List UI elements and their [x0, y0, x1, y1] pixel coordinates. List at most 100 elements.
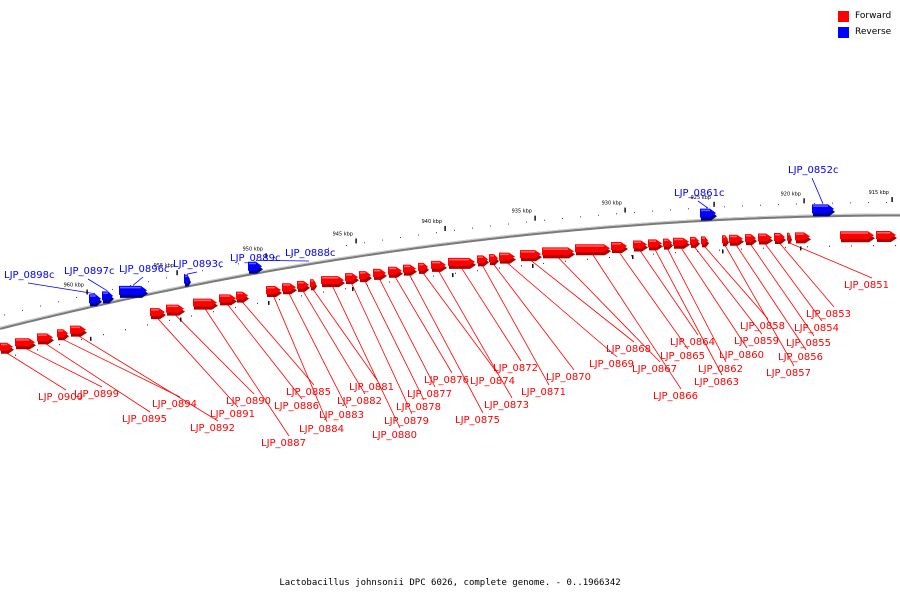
map-caption: Lactobacillus johnsonii DPC 6026, comple…: [279, 578, 621, 588]
minor-tick: [850, 202, 851, 204]
scale-tick: [891, 197, 893, 203]
forward-leader-line: [493, 263, 575, 371]
forward-gene-arrow: [774, 233, 786, 245]
minor-tick: [59, 344, 60, 346]
minor-tick: [652, 210, 653, 212]
minor-tick: [719, 249, 720, 251]
forward-gene-arrow: [15, 338, 36, 350]
forward-gene-arrow: [489, 254, 499, 266]
forward-gene-arrow: [787, 232, 792, 244]
forward-leader-line: [379, 278, 436, 388]
forward-gene-arrow: [520, 250, 542, 262]
forward-gene-arrow: [840, 231, 875, 243]
minor-tick: [364, 242, 365, 244]
reverse-gene-arrow: [700, 208, 717, 221]
forward-gene-label: LJP_0866: [653, 391, 698, 402]
forward-gene-label: LJP_0878: [396, 402, 441, 413]
minor-tick: [742, 205, 743, 207]
minor-tick: [688, 208, 689, 210]
forward-leader-line: [694, 246, 763, 335]
forward-gene-label: LJP_0892: [190, 423, 235, 434]
minor-tick: [191, 315, 192, 317]
backbone-line: [0, 213, 900, 330]
reverse-gene-label: LJP_0861c: [674, 188, 725, 199]
forward-gene-label: LJP_0859: [734, 336, 779, 347]
minor-tick: [15, 354, 16, 356]
forward-gene-arrow: [611, 242, 628, 254]
minor-tick: [609, 256, 610, 259]
forward-leader-line: [750, 243, 815, 337]
forward-gene-arrow: [236, 291, 249, 303]
minor-tick: [785, 246, 786, 249]
reverse-gene-label: LJP_0898c: [4, 270, 55, 281]
scale-tick-label: 945 kbp: [333, 231, 353, 237]
forward-gene-arrow: [701, 236, 709, 248]
reverse-gene-arrow: [102, 291, 114, 304]
forward-gene-arrow: [70, 325, 87, 337]
forward-leader-line: [174, 314, 255, 395]
minor-tick: [544, 219, 545, 221]
minor-tick: [112, 288, 113, 290]
forward-swatch: [838, 10, 849, 22]
forward-leader-line: [6, 352, 67, 391]
forward-gene-label: LJP_0867: [632, 364, 677, 375]
forward-gene-arrow: [795, 232, 811, 244]
gene-leader-lines: [6, 177, 873, 437]
minor-tick: [598, 214, 599, 216]
scale-tick: [624, 207, 626, 213]
minor-tick: [411, 278, 412, 280]
forward-gene-label: LJP_0885: [286, 387, 331, 398]
forward-gene-label: LJP_0860: [719, 350, 764, 361]
forward-gene-label: LJP_0874: [470, 376, 515, 387]
minor-tick: [4, 314, 5, 316]
forward-gene-arrow: [266, 285, 282, 297]
scale-tick: [176, 270, 178, 276]
legend-forward-label: Forward: [855, 11, 892, 21]
forward-leader-line: [302, 290, 366, 395]
forward-gene-arrow: [722, 235, 729, 247]
minor-tick: [565, 260, 566, 262]
forward-gene-label: LJP_0862: [698, 364, 743, 375]
minor-tick: [706, 207, 707, 209]
minor-tick: [238, 263, 239, 265]
forward-gene-arrow: [150, 308, 166, 320]
legend-reverse-label: Reverse: [855, 27, 892, 37]
forward-leader-line: [506, 262, 618, 358]
minor-tick: [58, 301, 59, 303]
forward-gene-arrow: [876, 231, 897, 243]
scale-tick-label: 915 kbp: [869, 190, 889, 196]
minor-tick: [202, 270, 203, 272]
scale-tick-label: 920 kbp: [781, 191, 801, 197]
feature-mark: [90, 336, 92, 341]
forward-leader-line: [482, 265, 550, 386]
minor-tick: [616, 213, 617, 215]
reverse-leader-line: [811, 177, 824, 204]
forward-gene-arrow: [57, 329, 69, 341]
minor-tick: [634, 211, 635, 213]
minor-tick: [103, 333, 104, 336]
forward-leader-line: [332, 285, 401, 429]
minor-tick: [499, 267, 500, 269]
minor-tick: [292, 253, 293, 255]
forward-gene-label: LJP_0870: [546, 372, 591, 383]
minor-tick: [169, 319, 170, 322]
forward-gene-arrow: [403, 264, 417, 276]
forward-gene-label: LJP_0853: [806, 309, 851, 320]
minor-tick: [220, 266, 221, 268]
minor-tick: [796, 203, 797, 205]
gene-arrows: [0, 204, 897, 354]
forward-gene-arrow: [359, 271, 372, 283]
forward-gene-arrow: [310, 279, 317, 291]
forward-gene-arrow: [219, 294, 237, 306]
minor-tick: [807, 246, 808, 248]
scale-tick: [86, 289, 88, 295]
forward-gene-label: LJP_0895: [122, 414, 167, 425]
forward-leader-line: [779, 242, 835, 308]
forward-leader-line: [157, 317, 239, 408]
forward-gene-label: LJP_0887: [261, 438, 306, 449]
forward-leader-line: [724, 245, 795, 367]
minor-tick: [829, 245, 830, 247]
minor-tick: [631, 255, 632, 257]
forward-leader-line: [394, 276, 453, 374]
forward-leader-line: [530, 259, 635, 343]
